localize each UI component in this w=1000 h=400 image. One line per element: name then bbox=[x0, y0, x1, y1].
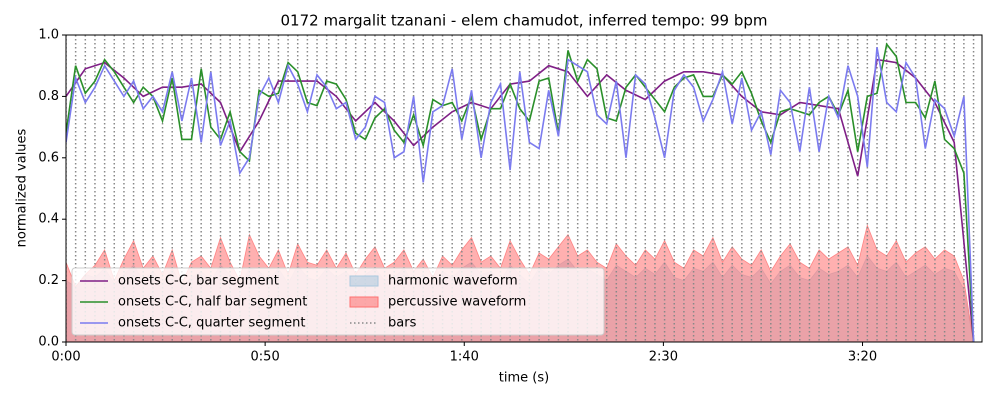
x-tick-label: 3:20 bbox=[848, 350, 877, 365]
y-tick-label: 0.2 bbox=[38, 273, 59, 288]
x-tick-label: 0:50 bbox=[251, 350, 280, 365]
legend-box bbox=[71, 267, 605, 336]
x-tick-label: 2:30 bbox=[649, 350, 678, 365]
x-tick-label: 0:00 bbox=[51, 350, 80, 365]
y-tick-label: 0.6 bbox=[38, 150, 59, 165]
chart-title: 0172 margalit tzanani - elem chamudot, i… bbox=[281, 12, 768, 30]
series-line bbox=[66, 47, 975, 342]
y-tick-label: 0.0 bbox=[38, 335, 59, 350]
x-tick-label: 1:40 bbox=[450, 350, 479, 365]
legend: onsets C-C, bar segment onsets C-C, half … bbox=[71, 267, 605, 336]
legend-label: harmonic waveform bbox=[388, 274, 518, 289]
legend-handle bbox=[349, 275, 379, 287]
x-axis-label: time (s) bbox=[499, 371, 549, 386]
series-line bbox=[66, 58, 975, 342]
y-tick-label: 1.0 bbox=[38, 28, 59, 43]
legend-label: onsets C-C, bar segment bbox=[118, 274, 279, 289]
legend-label: bars bbox=[388, 316, 417, 331]
axes-frame bbox=[65, 34, 983, 343]
y-tick-label: 0.4 bbox=[38, 212, 59, 227]
y-axis-label: normalized values bbox=[15, 128, 30, 247]
y-tick-label: 0.8 bbox=[38, 89, 59, 104]
legend-label: onsets C-C, half bar segment bbox=[118, 295, 307, 310]
legend-label: onsets C-C, quarter segment bbox=[118, 316, 305, 331]
legend-handle bbox=[349, 296, 379, 308]
series-line bbox=[66, 42, 975, 342]
legend-label: percussive waveform bbox=[388, 295, 526, 310]
